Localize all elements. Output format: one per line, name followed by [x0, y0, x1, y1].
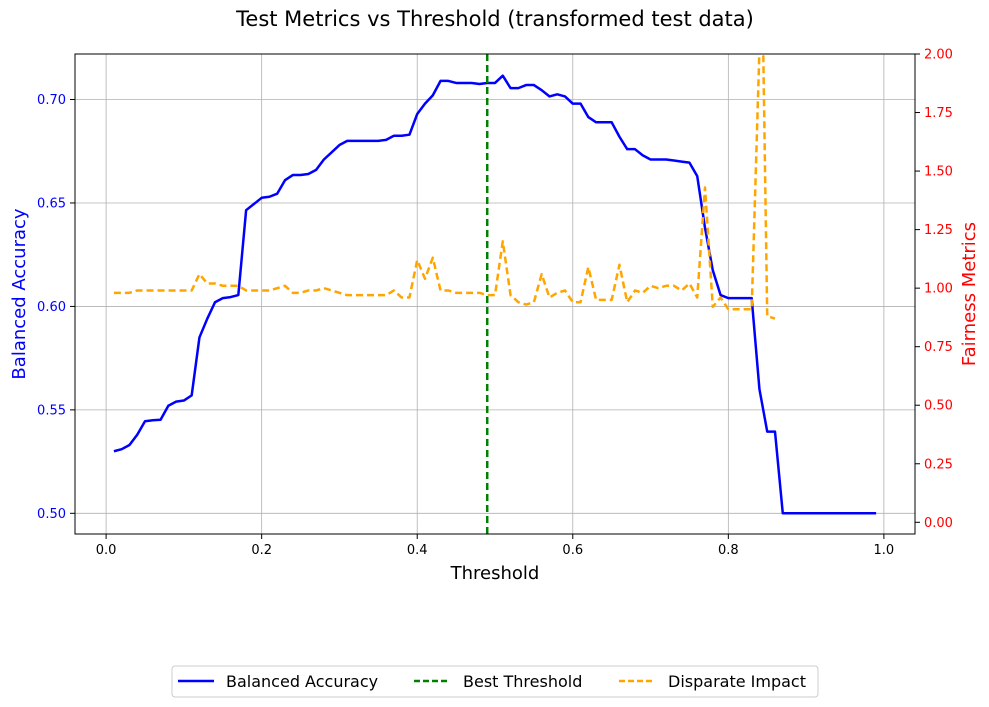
x-tick-label: 0.0	[96, 543, 117, 558]
y-left-tick-label: 0.60	[37, 300, 66, 315]
grid	[75, 54, 915, 534]
y-right-tick-label: 0.25	[924, 457, 953, 472]
y-right-tick-label: 1.75	[924, 106, 953, 121]
y-left-tick-label: 0.70	[37, 93, 66, 108]
y-right-axis-ticks: 0.00 0.25 0.50 0.75 1.00 1.25 1.50 1.75 2.00	[915, 48, 953, 531]
x-tick-label: 0.8	[718, 543, 739, 558]
chart-title: Test Metrics vs Threshold (transformed t…	[235, 7, 754, 31]
y-right-tick-label: 1.25	[924, 223, 953, 238]
x-axis-label: Threshold	[450, 563, 540, 584]
y-left-tick-label: 0.55	[37, 403, 66, 418]
y-right-tick-label: 0.50	[924, 399, 953, 414]
y-left-tick-label: 0.50	[37, 507, 66, 522]
y-left-tick-label: 0.65	[37, 196, 66, 211]
disparate-impact-line	[113, 54, 776, 320]
y-right-tick-label: 0.75	[924, 340, 953, 355]
x-tick-label: 0.6	[562, 543, 583, 558]
y-right-tick-label: 1.50	[924, 165, 953, 180]
plot-frame	[74, 53, 916, 535]
y-right-tick-label: 1.00	[924, 282, 953, 297]
y-left-axis-ticks: 0.50 0.55 0.60 0.65 0.70	[37, 93, 75, 522]
x-tick-label: 1.0	[874, 543, 895, 558]
balanced-accuracy-line	[113, 74, 877, 515]
x-axis-ticks: 0.0 0.2 0.4 0.6 0.8 1.0	[96, 534, 894, 558]
series-layer	[113, 54, 877, 534]
legend-label-disparate-impact: Disparate Impact	[668, 672, 806, 691]
x-tick-label: 0.2	[251, 543, 272, 558]
y-right-tick-label: 2.00	[924, 48, 953, 63]
y-left-axis-label: Balanced Accuracy	[9, 208, 30, 379]
legend-label-best-threshold: Best Threshold	[463, 672, 582, 691]
y-right-axis-label: Fairness Metrics	[959, 222, 980, 366]
legend-box	[171, 665, 819, 698]
x-tick-label: 0.4	[407, 543, 428, 558]
legend-label-balanced-accuracy: Balanced Accuracy	[226, 672, 378, 691]
legend: Balanced Accuracy Best Threshold Dispara…	[171, 665, 819, 698]
y-right-tick-label: 0.00	[924, 516, 953, 531]
